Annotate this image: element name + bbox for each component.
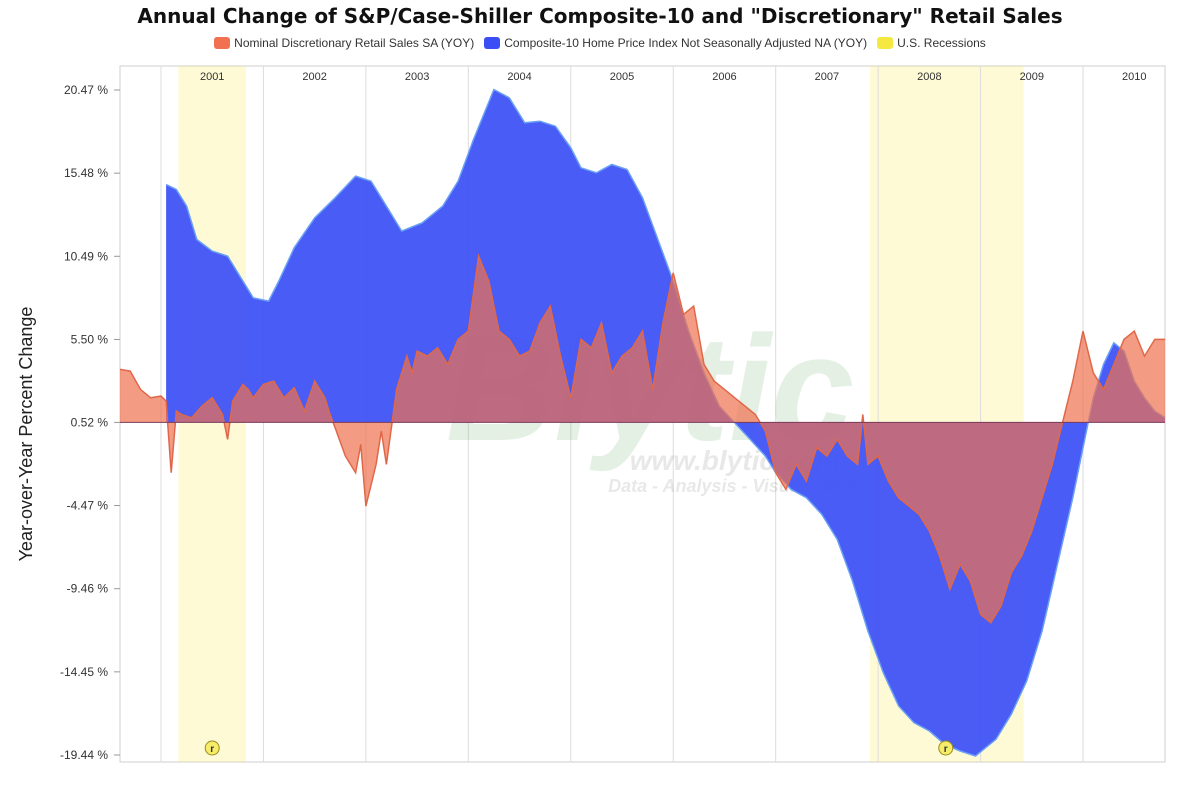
year-label: 2010 xyxy=(1122,71,1146,83)
series-area-retail xyxy=(120,256,1165,623)
recession-marker-2 xyxy=(938,740,954,756)
legend-label-recessions: U.S. Recessions xyxy=(897,36,986,50)
year-label: 2005 xyxy=(610,71,634,83)
y-tick-label: 15.48 % xyxy=(64,166,108,180)
legend-swatch-recessions xyxy=(877,37,894,49)
year-label: 2008 xyxy=(917,71,941,83)
y-tick-label: 0.52 % xyxy=(71,415,109,429)
series-area-home-price xyxy=(166,89,1166,756)
year-label: 2001 xyxy=(200,71,224,83)
y-axis-title: Year-over-Year Percent Change xyxy=(16,307,36,562)
y-tick-label: 5.50 % xyxy=(71,332,109,346)
legend-swatch-retail xyxy=(214,37,231,49)
series-line-retail xyxy=(119,253,1165,624)
recession-marker-label: r xyxy=(210,744,214,755)
y-tick-label: 20.47 % xyxy=(64,83,108,97)
year-label: 2006 xyxy=(712,71,736,83)
recession-marker-1 xyxy=(204,740,220,756)
year-label: 2002 xyxy=(302,71,326,83)
legend-label-home-price: Composite-10 Home Price Index Not Season… xyxy=(504,36,868,50)
recession-marker-label: r xyxy=(944,744,948,755)
legend: Nominal Discretionary Retail Sales SA (Y… xyxy=(0,36,1200,50)
year-label: 2007 xyxy=(815,71,839,83)
legend-swatch-home-price xyxy=(484,37,501,49)
y-tick-label: -9.46 % xyxy=(67,582,109,596)
year-label: 2009 xyxy=(1020,71,1044,83)
legend-item-retail[interactable]: Nominal Discretionary Retail Sales SA (Y… xyxy=(214,36,474,50)
y-tick-label: -4.47 % xyxy=(67,499,109,513)
legend-label-retail: Nominal Discretionary Retail Sales SA (Y… xyxy=(234,36,475,50)
y-tick-label: 10.49 % xyxy=(64,249,108,263)
y-tick-label: -19.44 % xyxy=(60,748,108,762)
y-tick-label: -14.45 % xyxy=(60,665,108,679)
year-label: 2003 xyxy=(405,71,429,83)
legend-item-recessions[interactable]: U.S. Recessions xyxy=(877,36,986,50)
chart-title: Annual Change of S&P/Case-Shiller Compos… xyxy=(137,4,1063,28)
legend-item-home-price[interactable]: Composite-10 Home Price Index Not Season… xyxy=(484,36,867,50)
year-label: 2004 xyxy=(507,71,531,83)
